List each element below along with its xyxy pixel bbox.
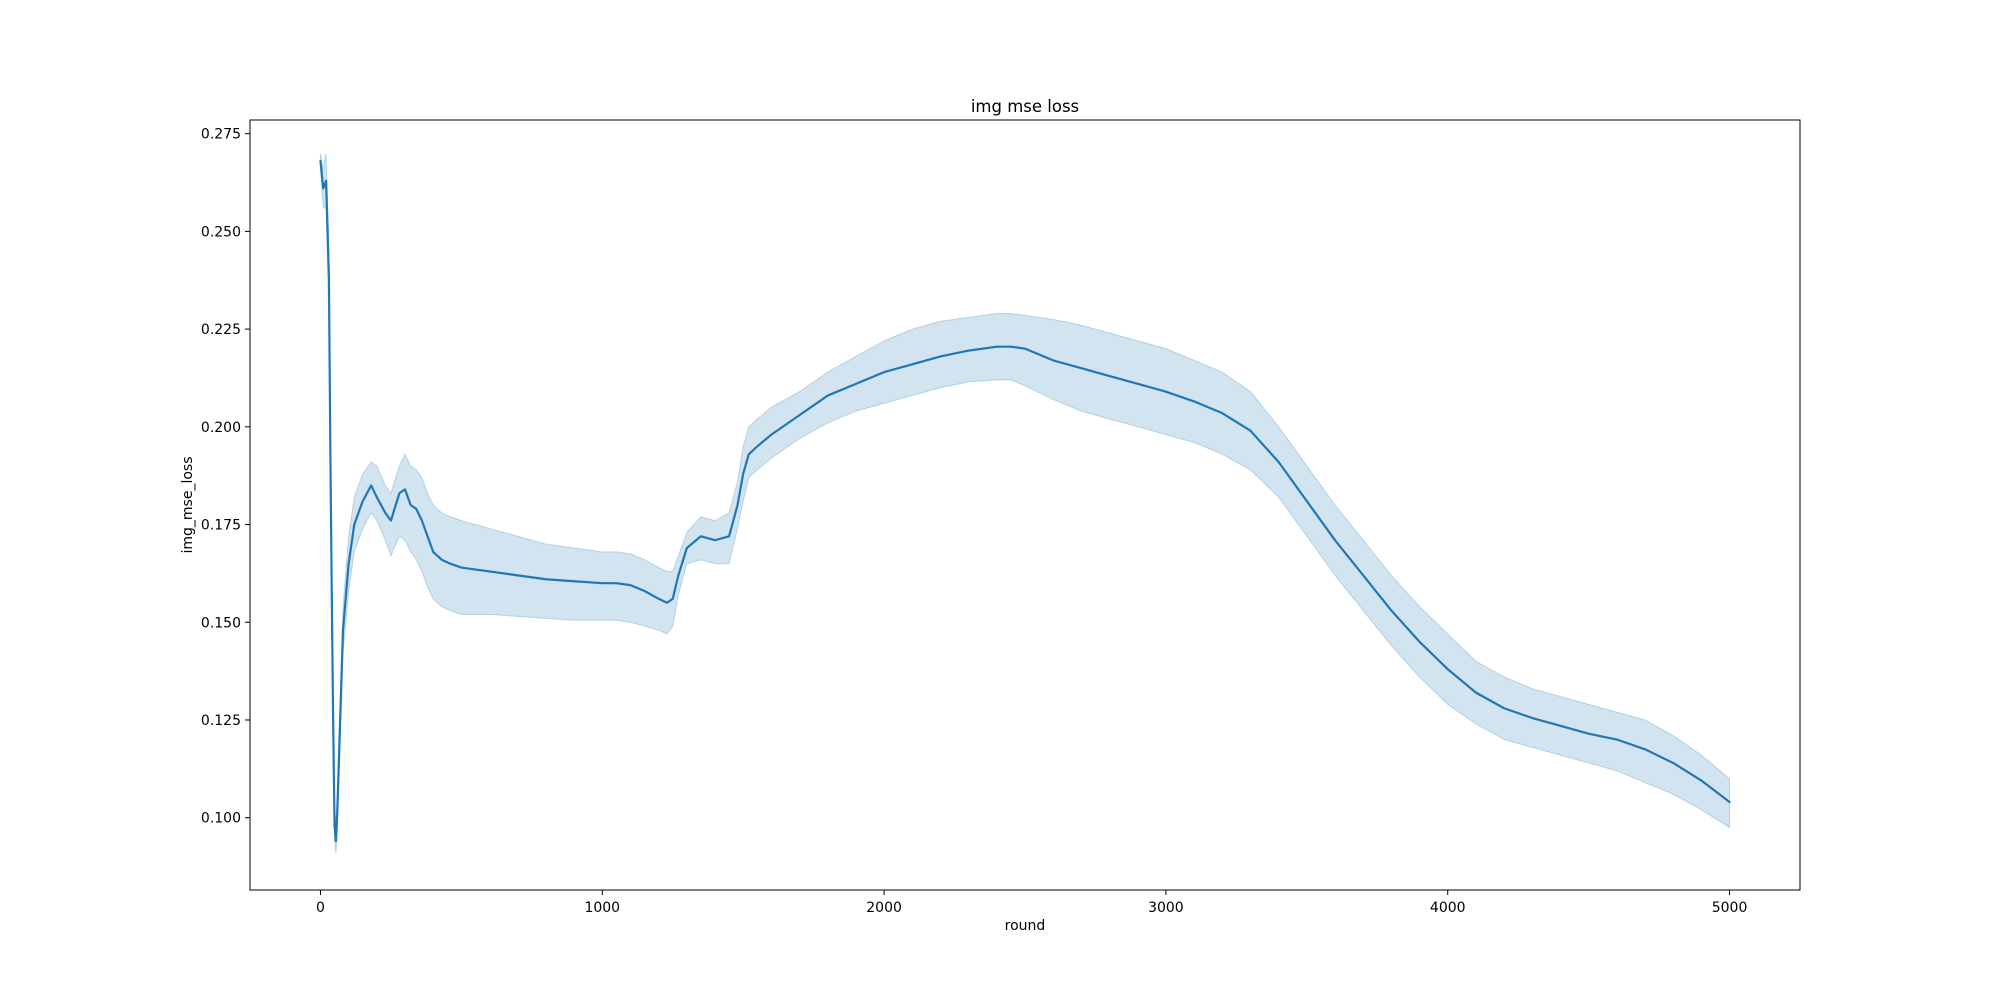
x-tick-label: 0 [316,900,325,916]
y-tick-label: 0.225 [201,322,241,338]
y-tick-label: 0.175 [201,518,241,534]
axes-frame [249,119,1801,891]
y-tick-label: 0.275 [201,127,241,143]
x-axis-label: round [1005,918,1046,934]
x-tick-label: 1000 [584,900,620,916]
y-tick-label: 0.100 [201,811,241,827]
y-tick-label: 0.200 [201,420,241,436]
x-tick-label: 4000 [1430,900,1466,916]
y-axis-label: img_mse_loss [180,456,196,553]
x-tick-label: 5000 [1712,900,1748,916]
y-tick-label: 0.250 [201,224,241,240]
x-tick-label: 3000 [1148,900,1184,916]
series-line [319,159,1731,843]
x-axis-ticks: 0 1000 2000 3000 4000 5000 [316,890,1747,916]
y-tick-label: 0.150 [201,615,241,631]
plot-area [319,153,1731,853]
chart-title: img mse loss [971,97,1079,116]
y-tick-label: 0.125 [201,713,241,729]
x-tick-label: 2000 [866,900,902,916]
confidence-band [319,153,1731,853]
y-axis-ticks: 0.100 0.125 0.150 0.175 0.200 0.225 0.250 0.275 [201,127,250,827]
